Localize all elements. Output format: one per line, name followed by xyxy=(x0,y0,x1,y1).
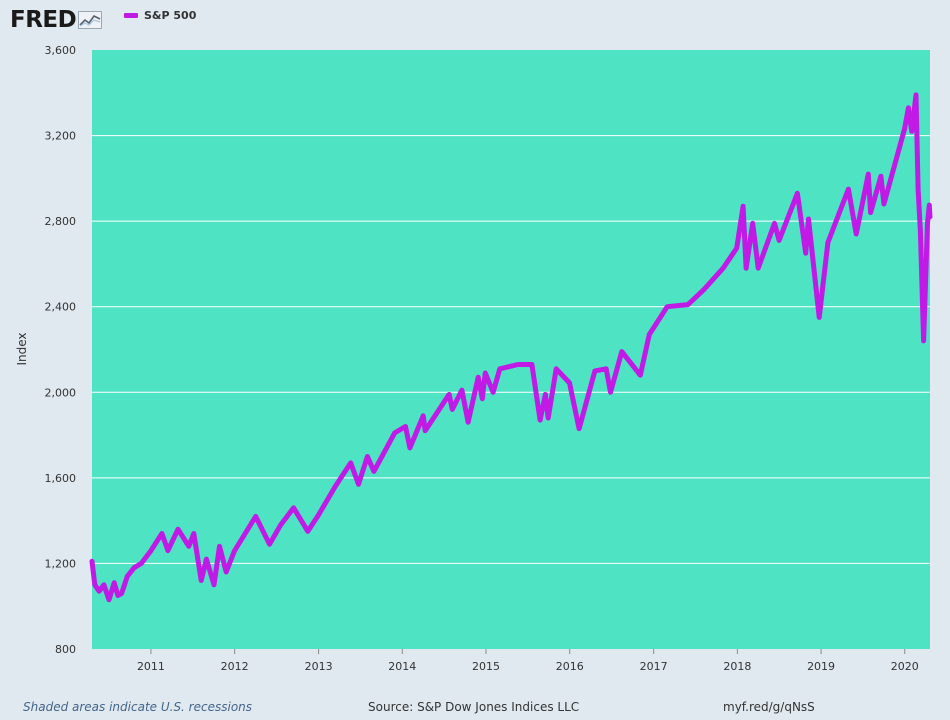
x-tick-label: 2016 xyxy=(556,660,584,673)
x-tick-label: 2020 xyxy=(891,660,919,673)
fred-logo[interactable]: FRED xyxy=(10,4,103,36)
plot-area xyxy=(92,50,930,649)
y-axis-title: Index xyxy=(15,332,29,365)
short-link[interactable]: myf.red/g/qNsS xyxy=(723,700,815,714)
y-tick-label: 1,600 xyxy=(45,472,77,485)
x-tick-label: 2013 xyxy=(305,660,333,673)
y-tick-label: 800 xyxy=(55,643,76,656)
x-tick-label: 2018 xyxy=(723,660,751,673)
source-note: Source: S&P Dow Jones Indices LLC xyxy=(368,700,580,714)
chart-header: FRED S&P 500 xyxy=(0,0,950,40)
chart: 800 1,200 1,600 2,000 2,400 2,800 3,200 3,600 2… xyxy=(15,44,933,673)
recession-note: Shaded areas indicate U.S. recessions xyxy=(23,700,253,714)
y-axis: 800 1,200 1,600 2,000 2,400 2,800 3,200 3,600 xyxy=(45,44,77,656)
x-tick-label: 2017 xyxy=(640,660,668,673)
legend-swatch xyxy=(124,13,138,18)
y-tick-label: 3,600 xyxy=(45,44,77,57)
y-tick-label: 1,200 xyxy=(45,557,77,570)
y-tick-label: 2,000 xyxy=(45,386,77,399)
legend-label-sp500: S&P 500 xyxy=(144,9,197,22)
x-tick-label: 2011 xyxy=(137,660,165,673)
x-tick-label: 2015 xyxy=(472,660,500,673)
y-tick-label: 2,400 xyxy=(45,301,77,314)
legend: S&P 500 xyxy=(124,9,196,22)
x-tick-label: 2014 xyxy=(388,660,416,673)
series-line-sp500 xyxy=(89,92,933,603)
y-tick-label: 2,800 xyxy=(45,215,77,228)
x-tick-label: 2012 xyxy=(221,660,249,673)
fred-logo-text: FRED xyxy=(10,7,77,33)
x-axis: 2011 2012 2013 2014 2015 2016 2017 2018 2019 2020 xyxy=(137,649,919,673)
trend-chart-icon xyxy=(78,11,103,29)
y-tick-label: 3,200 xyxy=(45,130,77,143)
x-tick-label: 2019 xyxy=(807,660,835,673)
